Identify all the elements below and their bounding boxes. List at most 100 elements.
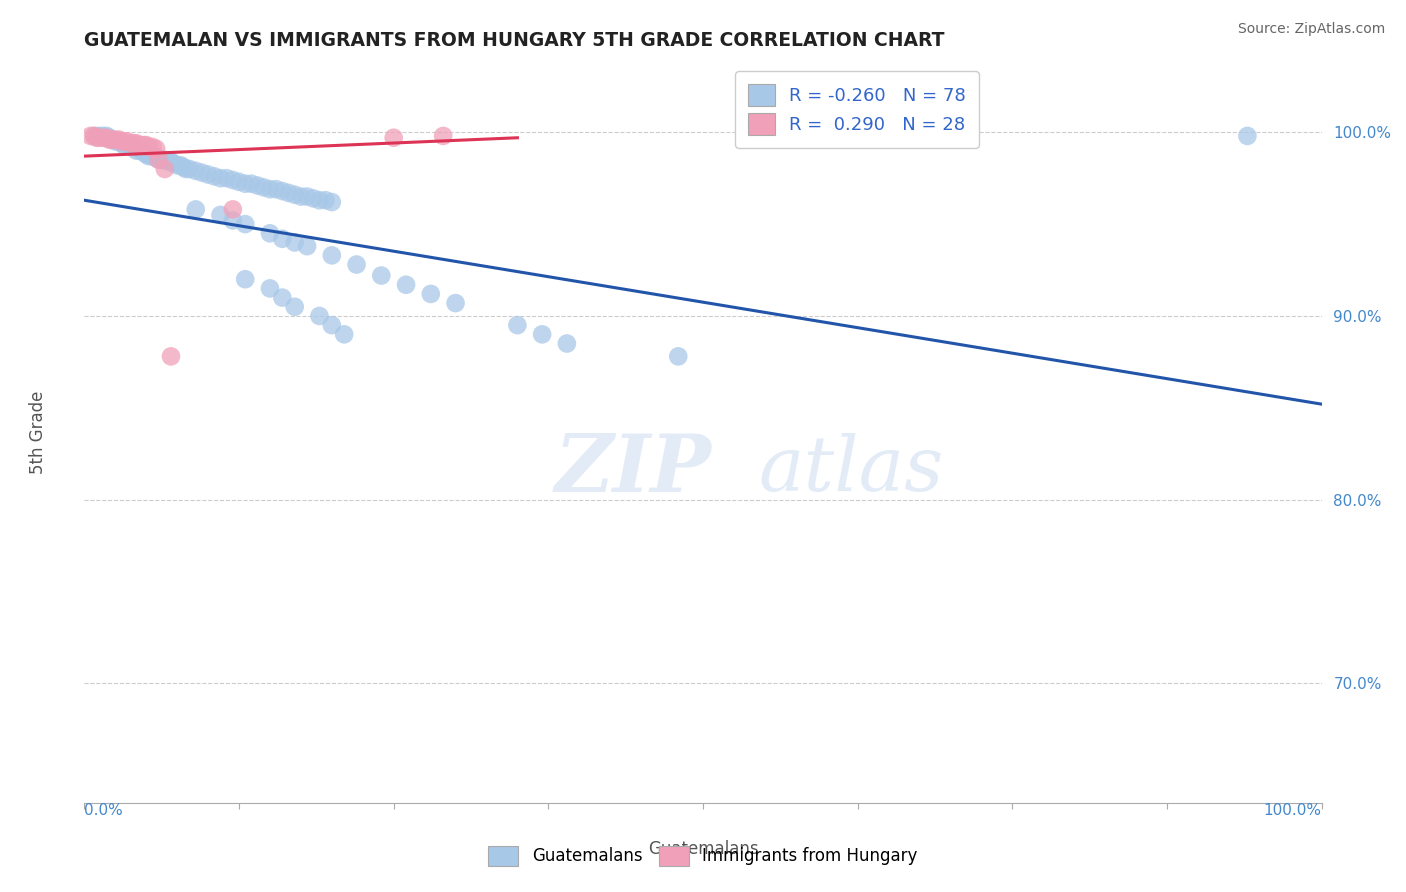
Point — [91, 130, 114, 145]
Point — [125, 144, 148, 158]
Point — [148, 153, 170, 167]
Text: 5th Grade: 5th Grade — [30, 391, 48, 475]
Point — [153, 161, 176, 176]
Point — [233, 272, 256, 286]
Point — [145, 151, 167, 165]
Point — [104, 133, 127, 147]
Point — [222, 202, 245, 217]
Point — [83, 128, 105, 143]
Point — [104, 135, 127, 149]
Point — [284, 300, 307, 314]
Point — [96, 130, 118, 145]
Point — [153, 153, 176, 167]
Point — [148, 151, 170, 165]
Text: 100.0%: 100.0% — [1264, 803, 1322, 818]
Point — [209, 208, 232, 222]
Point — [135, 147, 157, 161]
Point — [112, 138, 135, 153]
Point — [120, 136, 142, 151]
Text: atlas: atlas — [759, 433, 943, 507]
Point — [162, 156, 184, 170]
Point — [83, 128, 105, 143]
Point — [233, 177, 256, 191]
Point — [170, 158, 193, 172]
Point — [122, 140, 145, 154]
Point — [86, 130, 108, 145]
Point — [233, 217, 256, 231]
Point — [253, 180, 276, 194]
Point — [110, 135, 132, 149]
Point — [108, 133, 131, 147]
Text: GUATEMALAN VS IMMIGRANTS FROM HUNGARY 5TH GRADE CORRELATION CHART: GUATEMALAN VS IMMIGRANTS FROM HUNGARY 5T… — [84, 31, 945, 50]
Point — [264, 182, 287, 196]
Point — [89, 130, 111, 145]
Point — [228, 175, 250, 189]
Point — [284, 187, 307, 202]
Point — [100, 133, 122, 147]
Text: ZIP: ZIP — [554, 431, 711, 508]
Point — [184, 164, 207, 178]
Point — [246, 178, 269, 193]
Point — [295, 239, 318, 253]
Point — [295, 189, 318, 203]
Point — [308, 193, 330, 207]
Point — [444, 296, 467, 310]
Point — [98, 133, 121, 147]
Point — [197, 168, 219, 182]
Point — [191, 166, 214, 180]
Legend: Guatemalans, Immigrants from Hungary: Guatemalans, Immigrants from Hungary — [475, 832, 931, 880]
Point — [382, 130, 405, 145]
Point — [308, 309, 330, 323]
Point — [108, 135, 131, 149]
Point — [117, 138, 139, 153]
Point — [89, 128, 111, 143]
Point — [141, 140, 163, 154]
Point — [240, 177, 263, 191]
Point — [96, 128, 118, 143]
Point — [271, 184, 294, 198]
Point — [271, 291, 294, 305]
Point — [202, 169, 225, 184]
Point — [395, 277, 418, 292]
Point — [215, 171, 238, 186]
Point — [160, 350, 183, 364]
Point — [129, 138, 152, 153]
Point — [132, 145, 155, 160]
Point — [120, 140, 142, 154]
Point — [302, 191, 325, 205]
Point — [79, 128, 101, 143]
Point — [184, 202, 207, 217]
Point — [277, 186, 299, 200]
Point — [419, 287, 441, 301]
Point — [222, 213, 245, 227]
Point — [132, 138, 155, 153]
Point — [122, 136, 145, 151]
Point — [432, 128, 454, 143]
Point — [138, 140, 160, 154]
Point — [284, 235, 307, 250]
Point — [160, 154, 183, 169]
Point — [129, 144, 152, 158]
Point — [506, 318, 529, 333]
Point — [157, 154, 180, 169]
Point — [110, 136, 132, 151]
Point — [555, 336, 578, 351]
Point — [174, 161, 197, 176]
Point — [98, 130, 121, 145]
Point — [112, 135, 135, 149]
Point — [179, 161, 201, 176]
Text: 0.0%: 0.0% — [84, 803, 124, 818]
Point — [117, 135, 139, 149]
Point — [222, 173, 245, 187]
Point — [315, 193, 337, 207]
Point — [259, 281, 281, 295]
Point — [321, 248, 343, 262]
Point — [100, 133, 122, 147]
Point — [209, 171, 232, 186]
Point — [370, 268, 392, 283]
Point — [666, 350, 689, 364]
Point — [290, 189, 312, 203]
Point — [166, 158, 188, 172]
Point — [135, 138, 157, 153]
Point — [259, 227, 281, 241]
